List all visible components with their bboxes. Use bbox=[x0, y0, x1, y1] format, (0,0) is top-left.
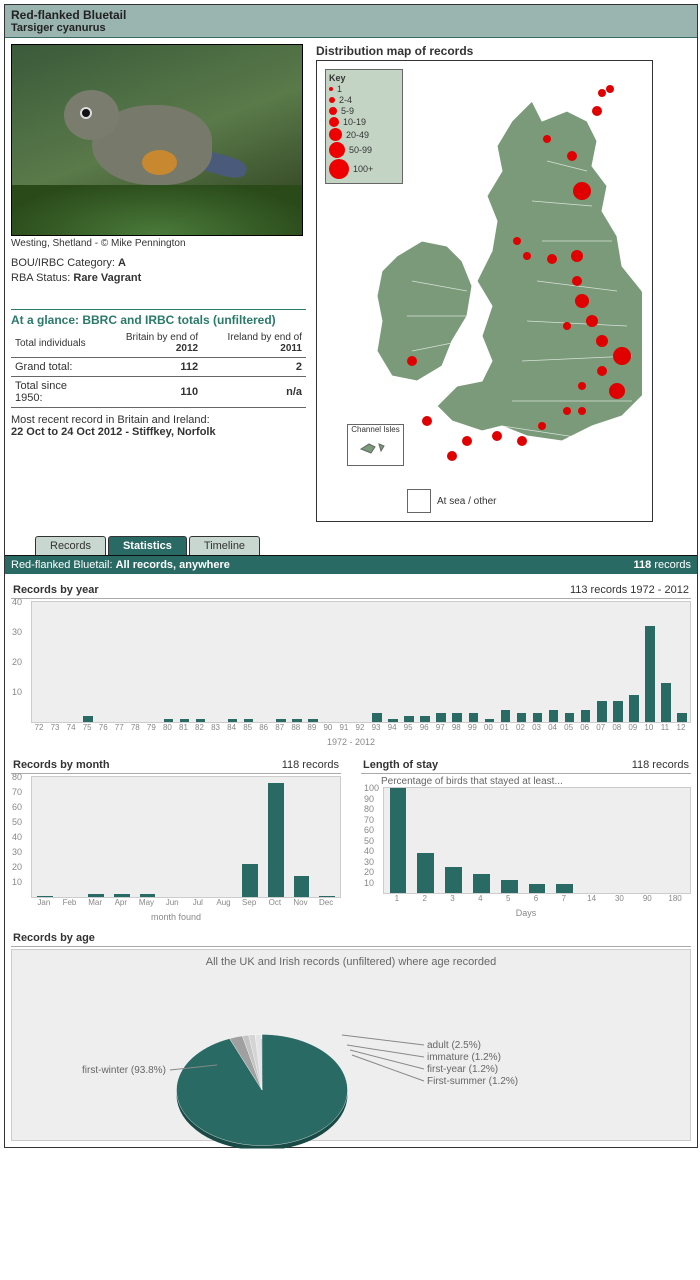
at-sea-legend: At sea / other bbox=[407, 489, 496, 513]
channel-isles-inset: Channel Isles bbox=[347, 424, 404, 466]
category-label: BOU/IRBC Category: bbox=[11, 257, 115, 269]
year-chart-title: Records by year bbox=[13, 584, 99, 596]
table-row: Total since 1950: 110 n/a bbox=[11, 377, 306, 408]
age-chart-title: Records by age bbox=[13, 932, 95, 944]
leader-lines bbox=[12, 950, 690, 1140]
glance-rowhead: Total individuals bbox=[11, 329, 100, 358]
category-row: BOU/IRBC Category: A bbox=[11, 257, 306, 269]
status-value: Rare Vagrant bbox=[73, 272, 141, 284]
glance-title: At a glance: BBRC and IRBC totals (unfil… bbox=[11, 309, 306, 327]
year-chart: 10203040 bbox=[31, 601, 691, 723]
filter-count: 118 bbox=[634, 559, 652, 571]
age-chart: All the UK and Irish records (unfiltered… bbox=[11, 949, 691, 1141]
table-row: Grand total: 112 2 bbox=[11, 358, 306, 377]
month-xlabel: month found bbox=[11, 912, 341, 922]
distribution-map[interactable]: Key 12-45-910-1920-4950-99100+ Channel I… bbox=[316, 60, 653, 522]
filter-species: Red-flanked Bluetail: bbox=[11, 559, 113, 571]
status-label: RBA Status: bbox=[11, 272, 70, 284]
key-title: Key bbox=[329, 73, 346, 83]
species-photo bbox=[11, 44, 303, 236]
tab-statistics[interactable]: Statistics bbox=[108, 536, 187, 555]
tabs: RecordsStatisticsTimeline bbox=[35, 536, 697, 555]
stay-chart-title: Length of stay bbox=[363, 759, 438, 771]
year-chart-subtitle: 113 records 1972 - 2012 bbox=[570, 584, 689, 596]
species-header: Red-flanked Bluetail Tarsiger cyanurus bbox=[5, 5, 697, 38]
month-chart-title: Records by month bbox=[13, 759, 110, 771]
stay-xlabel: Days bbox=[361, 908, 691, 918]
glance-col1: Britain by end of 2012 bbox=[100, 329, 202, 358]
month-chart: 1020304050607080 bbox=[31, 776, 341, 898]
photo-caption: Westing, Shetland - © Mike Pennington bbox=[11, 238, 306, 249]
common-name: Red-flanked Bluetail bbox=[11, 8, 691, 22]
glance-col2: Ireland by end of 2011 bbox=[202, 329, 306, 358]
tab-records[interactable]: Records bbox=[35, 536, 106, 555]
stay-subhead: Percentage of birds that stayed at least… bbox=[381, 776, 691, 787]
year-xlabel: 1972 - 2012 bbox=[11, 737, 691, 747]
scientific-name: Tarsiger cyanurus bbox=[11, 22, 691, 34]
filter-scope: All records, anywhere bbox=[116, 559, 230, 571]
map-title: Distribution map of records bbox=[316, 44, 691, 58]
recent-record: Most recent record in Britain and Irelan… bbox=[11, 414, 306, 438]
glance-table: Total individuals Britain by end of 2012… bbox=[11, 329, 306, 408]
tab-timeline[interactable]: Timeline bbox=[189, 536, 260, 555]
status-row: RBA Status: Rare Vagrant bbox=[11, 272, 306, 284]
stay-chart: 102030405060708090100 bbox=[383, 787, 691, 894]
species-account: Red-flanked Bluetail Tarsiger cyanurus W… bbox=[4, 4, 698, 1148]
filter-bar: Red-flanked Bluetail: All records, anywh… bbox=[5, 555, 697, 574]
category-value: A bbox=[118, 257, 126, 269]
